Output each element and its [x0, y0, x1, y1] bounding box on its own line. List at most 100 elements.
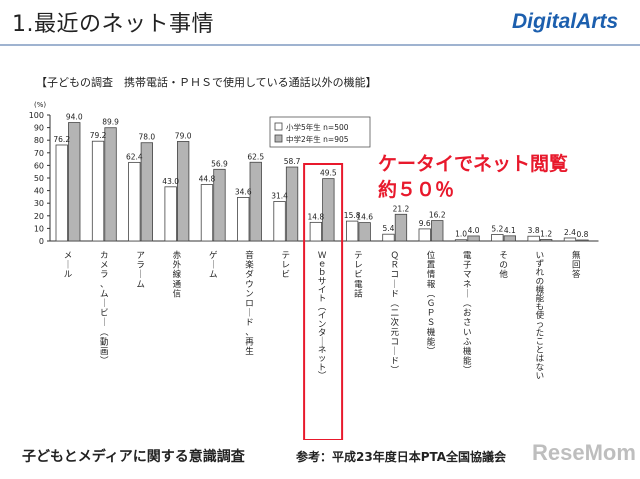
chart-bars — [55, 122, 589, 242]
category-label: いずれの機能も使ったことはない — [536, 251, 545, 381]
chart-title: 【子どもの調査 携帯電話・ＰＨＳで使用している通話以外の機能】 — [36, 76, 377, 89]
data-label: 16.2 — [429, 211, 446, 220]
y-tick-label: 60 — [34, 161, 44, 170]
bar-chart: 0 10 20 30 40 50 60 70 80 90 100 (%) 76.2 94.0 79.2 89… — [29, 101, 599, 440]
data-label: 1.2 — [540, 229, 552, 238]
legend-label: 小学5年生 n=500 — [286, 122, 349, 132]
bar-grade8 — [503, 235, 517, 242]
highlight-rect — [303, 163, 344, 440]
category-label: 音楽ダウンロ｜ド、再生 — [245, 250, 254, 357]
y-tick-label: 30 — [34, 199, 44, 208]
data-label: 3.8 — [528, 226, 540, 235]
chart-category-labels: メ｜ル カメラ、ム｜ビ｜︵動画︶ アラ｜ム 赤外線通信 ゲ｜ム 音楽ダウンロ｜ド、再生 テレ… — [64, 250, 581, 381]
category-label: アラ｜ム — [136, 251, 145, 290]
data-label: 43.0 — [162, 177, 179, 186]
bar-grade5 — [273, 201, 286, 242]
data-label: 79.0 — [175, 131, 192, 140]
web-highlight-frame — [303, 163, 344, 440]
digitalarts-logo: DigitalArts — [512, 10, 619, 33]
bar-grade5 — [345, 220, 359, 242]
chart-value-labels: 76.2 94.0 79.2 89.9 62.4 78.0 43.0 79.0 44.8 56.9… — [53, 113, 588, 239]
legend-box — [269, 116, 371, 148]
bar-grade5 — [200, 184, 214, 242]
data-label: 14.6 — [356, 213, 373, 222]
category-label: カメラ、ム｜ビ｜︵動画︶ — [100, 251, 109, 367]
bar-grade5 — [164, 186, 177, 242]
data-label: 2.4 — [564, 228, 576, 237]
category-label: テレビ電話 — [354, 251, 363, 299]
data-label: 56.9 — [211, 159, 228, 168]
category-label: ＱＲコ｜ド︵二次元コ｜ド︶ — [390, 251, 399, 376]
category-label: 赤外線通信 — [173, 251, 182, 299]
bar-grade5 — [55, 144, 68, 242]
bar-grade8 — [285, 166, 299, 242]
bar-grade8 — [576, 239, 589, 242]
data-label: 78.0 — [138, 133, 155, 142]
bar-grade8 — [322, 178, 335, 242]
bar-grade5 — [309, 221, 323, 242]
bar-grade8 — [213, 168, 226, 242]
y-axis-unit: (%) — [34, 101, 46, 109]
bar-grade8 — [68, 122, 81, 242]
bar-grade5 — [418, 228, 431, 242]
data-label: 1.0 — [455, 230, 467, 239]
bar-grade5 — [382, 233, 395, 242]
y-tick-label: 20 — [34, 212, 44, 221]
data-label: 44.8 — [199, 175, 216, 184]
data-label: 76.2 — [53, 135, 70, 144]
annotation-line-1: ケータイでネット閲覧 — [378, 153, 569, 175]
source-caption: 参考：平成23年度日本PTA全国協議会 — [296, 450, 507, 464]
data-label: 0.8 — [576, 230, 588, 239]
data-label: 31.4 — [271, 191, 288, 200]
bar-grade8 — [176, 141, 190, 242]
category-label: テレビ — [282, 251, 291, 280]
bar-grade8 — [140, 142, 154, 242]
bar-grade8 — [431, 220, 444, 242]
slide-title: 1.最近のネット事情 — [12, 12, 214, 37]
data-label: 49.5 — [320, 169, 337, 178]
y-tick-label: 100 — [29, 111, 44, 120]
bar-grade8 — [104, 127, 117, 242]
category-label: Ｗｅｂサイト︵インタ｜ネット︶ — [318, 251, 327, 381]
y-tick-label: 90 — [34, 124, 44, 133]
data-label: 94.0 — [66, 113, 83, 122]
data-label: 58.7 — [284, 157, 301, 166]
category-label: 無回答 — [572, 250, 581, 280]
bar-grade8 — [249, 161, 262, 242]
data-label: 79.2 — [90, 131, 107, 140]
legend-swatch — [274, 134, 283, 143]
y-tick-label: 50 — [34, 174, 44, 183]
y-tick-label: 70 — [34, 149, 44, 158]
data-label: 62.5 — [247, 152, 264, 161]
y-tick-label: 10 — [34, 224, 44, 233]
category-label: 位置情報︵ＧＰＳ機能︶ — [427, 250, 436, 357]
bar-grade5 — [237, 197, 250, 242]
category-label: その他 — [499, 251, 508, 280]
data-label: 9.6 — [419, 219, 431, 228]
y-tick-label: 40 — [34, 187, 44, 196]
bar-grade5 — [128, 161, 141, 242]
legend-label: 中学2年生 n=905 — [286, 134, 349, 144]
data-label: 4.0 — [468, 226, 480, 235]
chart-legend: 小学5年生 n=500 中学2年生 n=905 — [269, 116, 371, 148]
bar-grade5 — [527, 235, 540, 242]
category-label: メ｜ル — [64, 251, 73, 280]
bar-grade5 — [454, 239, 468, 242]
data-label: 62.4 — [126, 152, 143, 161]
bar-grade8 — [394, 213, 408, 242]
data-label: 89.9 — [102, 118, 119, 127]
title-divider — [0, 44, 640, 46]
bar-grade5 — [491, 234, 504, 242]
data-label: 21.2 — [393, 204, 410, 213]
data-label: 5.2 — [491, 224, 503, 233]
resemom-watermark: ReseMom — [532, 440, 636, 465]
y-tick-label: 0 — [39, 237, 44, 246]
y-tick-label: 80 — [34, 136, 44, 145]
legend-swatch — [274, 122, 283, 131]
category-label: ゲ｜ム — [209, 250, 218, 280]
survey-caption: 子どもとメディアに関する意識調査 — [22, 449, 245, 465]
annotation-callout: ケータイでネット閲覧 約５０％ — [378, 151, 568, 203]
data-label: 14.8 — [307, 212, 324, 221]
bar-grade8 — [540, 239, 553, 242]
data-label: 5.4 — [382, 224, 394, 233]
